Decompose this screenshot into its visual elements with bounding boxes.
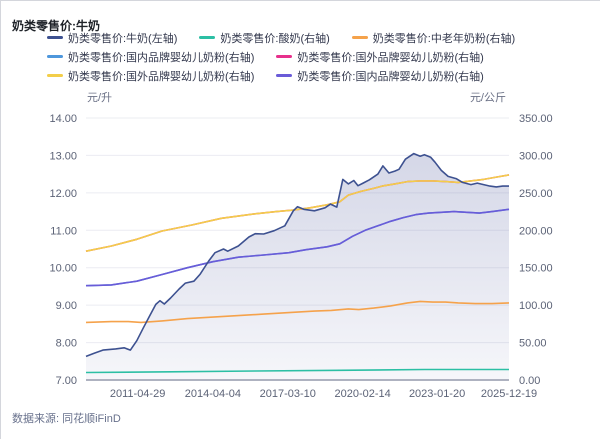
legend-swatch-icon	[47, 74, 63, 77]
data-source-label: 数据来源: 同花顺iFinD	[12, 413, 121, 425]
legend-label: 奶类零售价:国内品牌婴幼儿奶粉(右轴)	[68, 51, 255, 64]
left-axis-tick: 8.00	[56, 338, 77, 350]
area-fill-milk	[86, 153, 509, 380]
legend-label: 奶类零售价:国外品牌婴幼儿奶粉(右轴)	[68, 70, 255, 83]
legend-label: 奶类零售价:牛奶(左轴)	[68, 32, 178, 45]
legend-item[interactable]: 奶类零售价:中老年奶粉(右轴)	[351, 30, 516, 46]
right-axis-tick: 0.00	[519, 375, 540, 387]
legend-item[interactable]: 奶类零售价:国内品牌婴幼儿奶粉(右轴)	[47, 49, 254, 65]
legend: 奶类零售价:牛奶(左轴) 奶类零售价:酸奶(右轴) 奶类零售价:中老年奶粉(右轴) 奶…	[47, 28, 594, 85]
left-axis-tick: 10.00	[49, 263, 77, 275]
left-axis-tick: 12.00	[49, 188, 77, 200]
series-line-foreign-formula-yellow	[85, 174, 510, 252]
series-line-yogurt	[85, 368, 509, 374]
legend-row: 奶类零售价:国内品牌婴幼儿奶粉(右轴) 奶类零售价:国外品牌婴幼儿奶粉(右轴)	[47, 47, 594, 66]
left-axis-unit: 元/升	[87, 91, 112, 104]
left-axis-tick: 13.00	[49, 150, 77, 162]
right-axis-tick: 100.00	[519, 300, 553, 312]
right-axis-tick: 50.00	[519, 338, 547, 350]
legend-item[interactable]: 奶类零售价:国内品牌婴幼儿奶粉(右轴)	[276, 68, 484, 84]
legend-row: 奶类零售价:国外品牌婴幼儿奶粉(右轴) 奶类零售价:国内品牌婴幼儿奶粉(右轴)	[47, 66, 594, 85]
legend-item[interactable]: 奶类零售价:酸奶(右轴)	[199, 30, 330, 46]
chart-title: 奶类零售价:牛奶	[12, 19, 100, 33]
x-axis-label: 2025-12-19	[481, 388, 537, 400]
x-axis-label: 2017-03-10	[260, 388, 316, 400]
right-axis-unit: 元/公斤	[470, 91, 506, 104]
right-axis-tick: 300.00	[519, 150, 553, 162]
legend-swatch-icon	[47, 36, 63, 39]
right-axis-tick: 350.00	[519, 113, 553, 125]
left-axis-tick: 9.00	[56, 300, 77, 312]
x-axis-label: 2020-02-14	[335, 388, 391, 400]
series-line-milk	[85, 152, 509, 358]
legend-label: 奶类零售价:酸奶(右轴)	[220, 32, 330, 45]
left-axis-tick: 11.00	[50, 225, 77, 237]
legend-swatch-icon	[276, 74, 293, 77]
legend-item[interactable]: 奶类零售价:国外品牌婴幼儿奶粉(右轴)	[276, 49, 484, 65]
left-axis-tick: 7.00	[56, 375, 77, 387]
legend-label: 奶类零售价:中老年奶粉(右轴)	[372, 32, 516, 45]
legend-label: 奶类零售价:国外品牌婴幼儿奶粉(右轴)	[297, 51, 484, 64]
x-axis-label: 2011-04-29	[110, 388, 165, 400]
legend-swatch-icon	[47, 55, 63, 58]
left-axis-tick: 14.00	[49, 113, 77, 125]
legend-swatch-icon	[351, 36, 368, 39]
right-axis-tick: 200.00	[519, 225, 553, 237]
legend-swatch-icon	[199, 36, 216, 39]
x-axis-label: 2023-01-20	[409, 388, 465, 400]
x-axis-label: 2014-04-04	[185, 388, 241, 400]
legend-item[interactable]: 奶类零售价:牛奶(左轴)	[47, 30, 177, 46]
right-axis-tick: 250.00	[519, 188, 553, 200]
legend-row: 奶类零售价:牛奶(左轴) 奶类零售价:酸奶(右轴) 奶类零售价:中老年奶粉(右轴)	[47, 28, 594, 47]
legend-label: 奶类零售价:国内品牌婴幼儿奶粉(右轴)	[297, 70, 484, 83]
series-line-domestic-formula-purple	[85, 208, 510, 287]
right-axis-tick: 150.00	[519, 263, 553, 275]
legend-swatch-icon	[276, 55, 293, 58]
series-line-middle-aged-powder	[85, 300, 510, 324]
legend-item[interactable]: 奶类零售价:国外品牌婴幼儿奶粉(右轴)	[47, 68, 254, 84]
